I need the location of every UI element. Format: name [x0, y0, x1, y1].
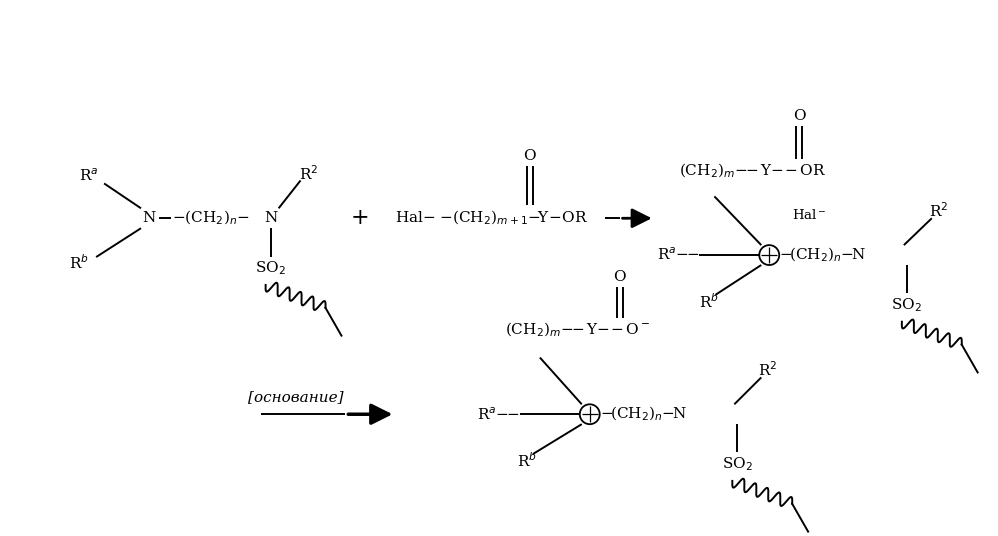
Text: R$^a$: R$^a$ — [80, 167, 99, 184]
Text: $-\!$(CH$_2$)$_n$$-\!$N: $-\!$(CH$_2$)$_n$$-\!$N — [779, 246, 866, 264]
Text: N: N — [264, 211, 277, 225]
Text: N: N — [143, 211, 156, 225]
Text: O: O — [524, 148, 536, 162]
Text: R$^b$: R$^b$ — [700, 293, 720, 311]
Text: O: O — [614, 270, 626, 284]
Text: R$^2$: R$^2$ — [929, 201, 948, 220]
Text: [основание]: [основание] — [248, 390, 343, 404]
Text: $-\!$(CH$_2$)$_n$$-\!$N: $-\!$(CH$_2$)$_n$$-\!$N — [600, 405, 687, 423]
Text: $-$(CH$_2$)$_n$$-$: $-$(CH$_2$)$_n$$-$ — [172, 209, 250, 227]
Text: R$^a$$-\!\!-$: R$^a$$-\!\!-$ — [657, 247, 700, 263]
Text: R$^2$: R$^2$ — [298, 164, 318, 183]
Text: R$^a$$-\!\!-$: R$^a$$-\!\!-$ — [477, 406, 520, 422]
Text: O: O — [792, 109, 805, 123]
Text: R$^b$: R$^b$ — [69, 254, 89, 272]
Text: (CH$_2$)$_m$$-\!\!-$Y$-\!-$O$^-$: (CH$_2$)$_m$$-\!\!-$Y$-\!-$O$^-$ — [505, 321, 651, 339]
Text: R$^b$: R$^b$ — [517, 452, 537, 471]
Text: +: + — [351, 207, 369, 229]
Text: SO$_2$: SO$_2$ — [255, 259, 286, 277]
Text: (CH$_2$)$_m$$-\!\!-$Y$-\!-$OR: (CH$_2$)$_m$$-\!\!-$Y$-\!-$OR — [680, 161, 826, 180]
Text: Hal$\!-\!-\!$(CH$_2$)$_{m+1}$$-\!$Y$\!-\!$OR: Hal$\!-\!-\!$(CH$_2$)$_{m+1}$$-\!$Y$\!-\… — [395, 209, 588, 227]
Text: Hal$^-$: Hal$^-$ — [792, 209, 826, 222]
Text: R$^2$: R$^2$ — [757, 360, 776, 379]
Text: SO$_2$: SO$_2$ — [722, 455, 752, 473]
Text: SO$_2$: SO$_2$ — [891, 296, 922, 314]
